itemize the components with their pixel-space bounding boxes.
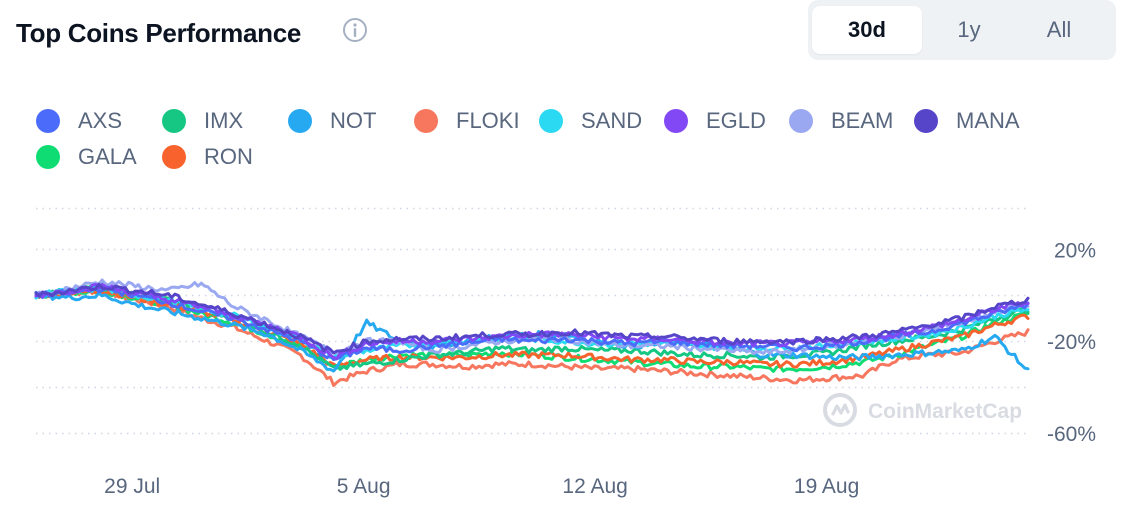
legend-label-mana: MANA <box>956 108 1020 133</box>
legend-label-floki: FLOKI <box>456 108 520 133</box>
widget-header: Top Coins Performance 30d 1y All <box>16 0 1116 60</box>
coinmarketcap-logo-icon <box>823 393 857 427</box>
x-tick-label: 29 Jul <box>104 475 160 498</box>
series-line-floki[interactable] <box>34 288 1030 387</box>
y-tick-label: 20% <box>1054 239 1096 262</box>
watermark-text: CoinMarketCap <box>868 400 1022 423</box>
legend-item-not[interactable]: NOT <box>288 106 376 136</box>
legend-dot-sand <box>539 109 563 133</box>
y-axis-labels: 20% -20% -60% <box>1047 239 1096 446</box>
x-tick-label: 12 Aug <box>562 475 627 498</box>
legend-dot-axs <box>36 109 60 133</box>
coinmarketcap-watermark: CoinMarketCap <box>823 393 1022 427</box>
y-tick-label: -60% <box>1047 423 1096 446</box>
legend-item-ron[interactable]: RON <box>162 142 253 172</box>
legend-label-imx: IMX <box>204 108 244 133</box>
legend-label-sand: SAND <box>581 108 643 133</box>
widget-title: Top Coins Performance <box>16 18 302 48</box>
legend-label-axs: AXS <box>78 108 123 133</box>
x-axis-labels: 29 Jul 5 Aug 12 Aug 19 Aug <box>104 475 859 498</box>
legend-item-sand[interactable]: SAND <box>539 106 642 136</box>
legend-item-floki[interactable]: FLOKI <box>414 106 520 136</box>
y-tick-label: -20% <box>1047 331 1096 354</box>
legend-dot-beam <box>789 109 813 133</box>
legend-label-not: NOT <box>330 108 377 133</box>
legend-item-beam[interactable]: BEAM <box>789 106 893 136</box>
performance-line-chart[interactable]: CoinMarketCap 20% -20% -60% 29 Jul 5 Aug 12 … <box>0 190 1130 510</box>
info-circle-icon[interactable] <box>342 17 368 43</box>
time-range-selector: 30d 1y All <box>808 0 1116 60</box>
legend-label-gala: GALA <box>78 144 137 169</box>
legend-label-ron: RON <box>204 144 253 169</box>
legend-item-axs[interactable]: AXS <box>36 106 122 136</box>
chart-series <box>34 278 1030 387</box>
legend-label-beam: BEAM <box>831 108 894 133</box>
x-tick-label: 5 Aug <box>337 475 391 498</box>
tab-1y[interactable]: 1y <box>957 17 981 42</box>
legend-item-gala[interactable]: GALA <box>36 142 137 172</box>
x-tick-label: 19 Aug <box>794 475 859 498</box>
series-line-axs[interactable] <box>34 285 1030 362</box>
legend-item-egld[interactable]: EGLD <box>664 106 766 136</box>
legend-label-egld: EGLD <box>706 108 766 133</box>
legend-item-imx[interactable]: IMX <box>162 106 243 136</box>
legend-dot-floki <box>414 109 438 133</box>
legend-dot-ron <box>162 145 186 169</box>
tab-all[interactable]: All <box>1046 17 1072 42</box>
legend-dot-imx <box>162 109 186 133</box>
legend-item-mana[interactable]: MANA <box>914 106 1020 136</box>
tab-30d[interactable]: 30d <box>812 6 922 54</box>
legend-dot-mana <box>914 109 938 133</box>
series-line-mana[interactable] <box>34 282 1030 355</box>
legend-dot-gala <box>36 145 60 169</box>
legend-dot-not <box>288 109 312 133</box>
legend-dot-egld <box>664 109 688 133</box>
